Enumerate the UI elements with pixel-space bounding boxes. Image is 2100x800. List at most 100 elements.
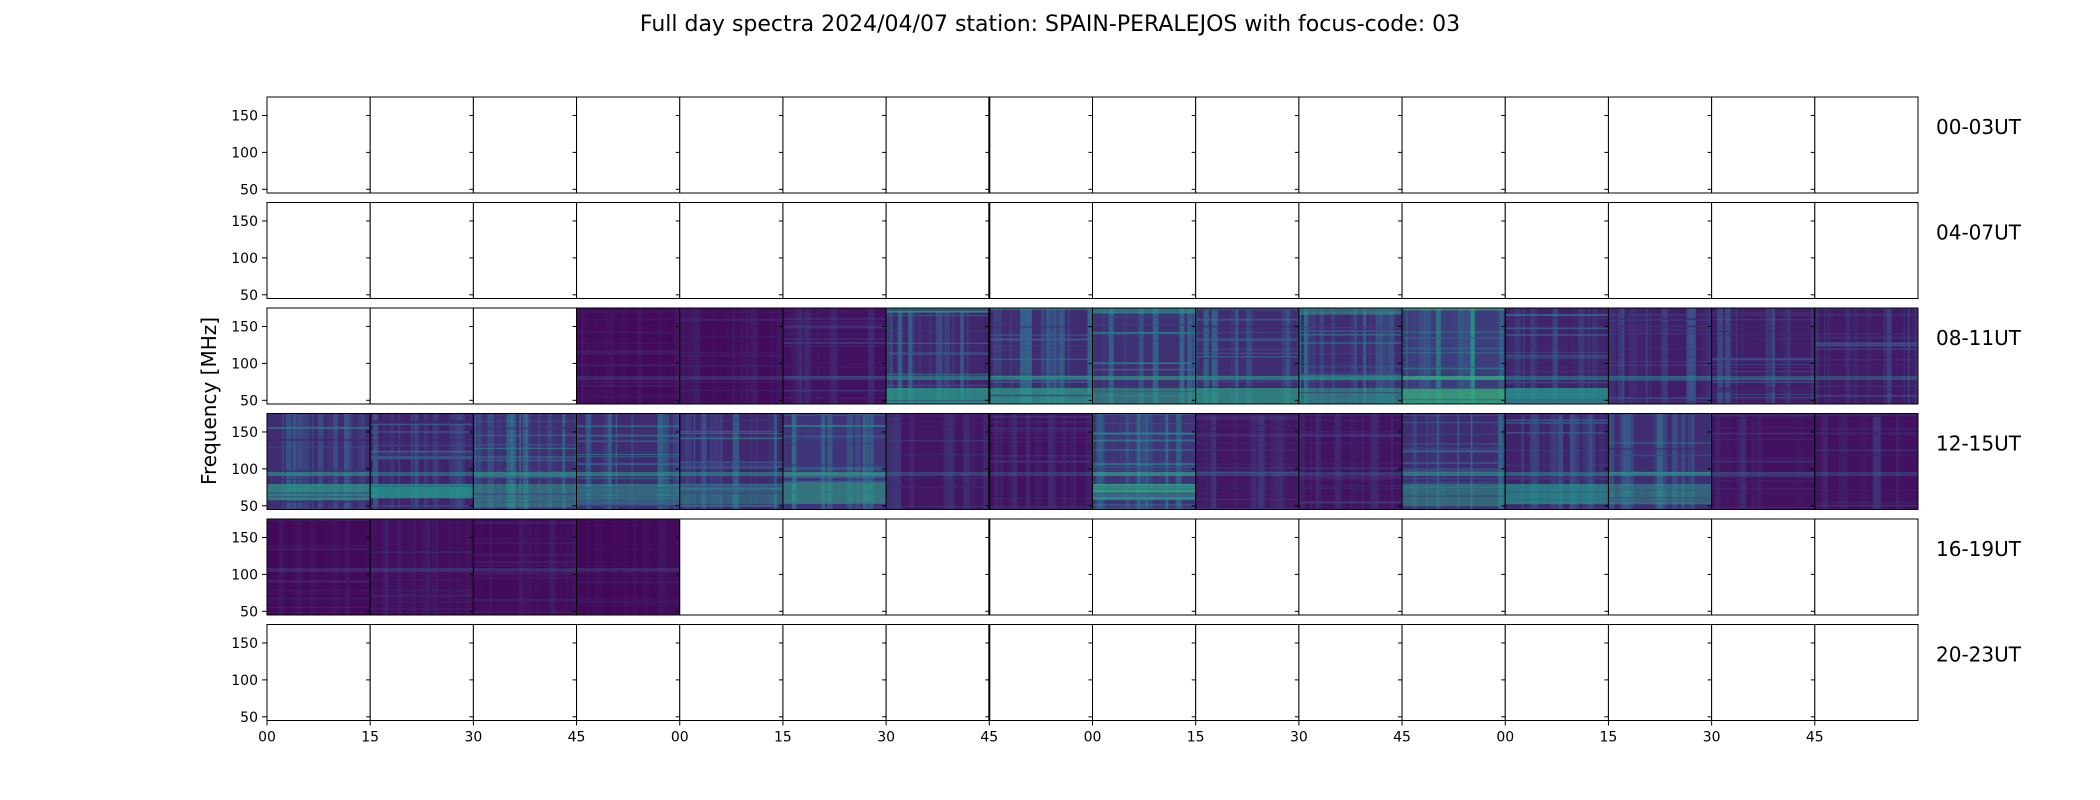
empty-panel: [1607, 202, 1713, 299]
empty-panel: [679, 624, 784, 721]
empty-panel: [369, 96, 474, 194]
empty-panel: [1195, 624, 1300, 721]
empty-panel: [1401, 624, 1506, 721]
spectrum-panel: [988, 307, 1093, 405]
empty-panel: [266, 624, 371, 721]
empty-panel: [369, 202, 474, 299]
empty-panel: [1298, 518, 1403, 616]
empty-panel: [988, 202, 1093, 299]
empty-panel: [988, 96, 1093, 194]
y-tick-label: 50: [240, 499, 258, 515]
spectrum-panel: [1607, 307, 1713, 405]
row-time-label: 12-15UT: [1936, 432, 2022, 456]
x-tick-label: 00: [1084, 730, 1102, 746]
spectrum-panel: [1711, 307, 1816, 405]
empty-panel: [679, 518, 784, 616]
spectrum-panel: [1195, 307, 1300, 405]
row-time-label: 04-07UT: [1936, 221, 2022, 245]
x-tick-label: 45: [1393, 730, 1411, 746]
empty-panel: [782, 202, 887, 299]
empty-panel: [1814, 96, 1919, 194]
spectrum-panel: [1401, 413, 1506, 510]
y-tick-label: 100: [231, 462, 258, 478]
y-tick-label: 150: [231, 530, 258, 546]
empty-panel: [782, 518, 887, 616]
x-tick-label: 15: [1187, 730, 1205, 746]
spectrum-panel: [988, 413, 1093, 510]
empty-panel: [1607, 624, 1713, 721]
empty-panel: [1401, 202, 1506, 299]
spectrum-panel: [1195, 413, 1300, 510]
x-tick-label: 30: [1703, 730, 1721, 746]
y-tick-label: 150: [231, 425, 258, 441]
empty-panel: [266, 307, 371, 405]
y-tick-label: 50: [240, 288, 258, 304]
spectrum-panel: [1401, 307, 1506, 405]
empty-panel: [1092, 624, 1197, 721]
empty-panel: [1195, 96, 1300, 194]
spectrum-panel: [1298, 413, 1403, 510]
x-tick-label: 45: [980, 730, 998, 746]
empty-panel: [1711, 518, 1816, 616]
spectrum-panel: [369, 413, 474, 510]
empty-panel: [885, 518, 990, 616]
x-tick-label: 00: [671, 730, 689, 746]
spectrum-panel: [369, 518, 474, 616]
spectrum-panel: [1814, 413, 1919, 510]
empty-panel: [472, 624, 578, 721]
y-tick-label: 50: [240, 393, 258, 409]
y-tick-label: 100: [231, 145, 258, 161]
empty-panel: [266, 96, 371, 194]
spectrum-panel: [576, 518, 681, 616]
empty-panel: [1504, 202, 1609, 299]
spectrum-panel: [472, 518, 578, 616]
spectrum-panel: [266, 518, 371, 616]
empty-panel: [1504, 624, 1609, 721]
empty-panel: [782, 96, 887, 194]
chart-title: Full day spectra 2024/04/07 station: SPA…: [639, 12, 1461, 37]
empty-panel: [885, 624, 990, 721]
empty-panel: [472, 202, 578, 299]
x-tick-label: 45: [1806, 730, 1824, 746]
row-time-label: 20-23UT: [1936, 643, 2022, 667]
empty-panel: [1092, 518, 1197, 616]
spectrum-panel: [1092, 413, 1197, 510]
empty-panel: [1504, 96, 1609, 194]
spectrum-panel: [1504, 307, 1609, 405]
empty-panel: [1092, 96, 1197, 194]
row-time-label: 16-19UT: [1936, 537, 2022, 561]
empty-panel: [1814, 518, 1919, 616]
empty-panel: [472, 307, 578, 405]
y-tick-label: 100: [231, 567, 258, 583]
empty-panel: [1814, 202, 1919, 299]
spectrum-panel: [1504, 413, 1609, 510]
spectrum-panel: [1607, 413, 1713, 510]
empty-panel: [1711, 624, 1816, 721]
spectrum-panel: [266, 413, 371, 510]
y-tick-label: 100: [231, 251, 258, 267]
empty-panel: [679, 96, 784, 194]
empty-panel: [1814, 624, 1919, 721]
x-tick-label: 15: [1600, 730, 1618, 746]
empty-panel: [988, 518, 1093, 616]
empty-panel: [782, 624, 887, 721]
empty-panel: [679, 202, 784, 299]
y-tick-label: 150: [231, 214, 258, 230]
spectrum-panel: [782, 307, 887, 405]
y-tick-label: 50: [240, 182, 258, 198]
empty-panel: [1298, 202, 1403, 299]
spectrum-panel: [576, 413, 681, 510]
row-time-label: 00-03UT: [1936, 115, 2022, 139]
spectrum-panel: [576, 307, 681, 405]
spectrum-panel: [1298, 307, 1403, 405]
empty-panel: [576, 624, 681, 721]
spectrum-panel: [679, 307, 784, 405]
empty-panel: [988, 624, 1093, 721]
empty-panel: [1195, 518, 1300, 616]
empty-panel: [472, 96, 578, 194]
x-tick-label: 30: [464, 730, 482, 746]
empty-panel: [576, 96, 681, 194]
spectrum-panel: [1711, 413, 1816, 510]
empty-panel: [1607, 96, 1713, 194]
